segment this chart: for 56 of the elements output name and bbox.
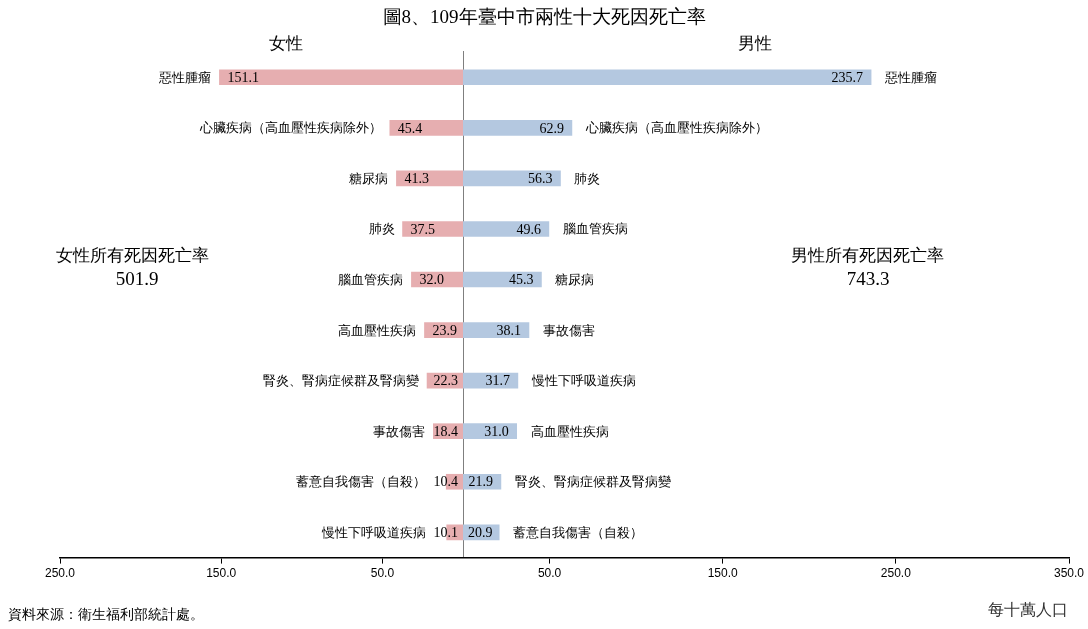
data-label: 37.5 [410, 221, 436, 237]
y-tick-label: 腎炎、腎病症候群及腎病變 [263, 373, 420, 389]
y-tick-label: 肺炎 [368, 221, 395, 237]
data-label: 45.3 [508, 272, 533, 288]
data-label: 56.3 [527, 171, 552, 187]
chart-subtitle: 女性 [269, 33, 304, 55]
x-tick-label: 150.0 [206, 566, 237, 581]
x-tick-label: 250.0 [44, 566, 76, 581]
y-tick-label: 腎炎、腎病症候群及腎病變 [514, 474, 671, 490]
data-label: 10.1 [433, 524, 458, 540]
y-tick-label: 事故傷害 [373, 423, 426, 439]
x-tick-label: 50.0 [537, 566, 562, 581]
x-tick-label: 350.0 [1053, 566, 1084, 581]
data-label: 22.3 [433, 373, 458, 389]
y-tick-label: 慢性下呼吸道疾病 [530, 373, 636, 389]
source-note: 資料來源：衛生福利部統計處。 [8, 606, 204, 624]
x-axis-title: 每十萬人口 [988, 600, 1068, 620]
y-tick-label: 肺炎 [573, 170, 600, 186]
data-label: 151.1 [227, 69, 259, 85]
annotation: 男性所有死因死亡率 [790, 245, 944, 267]
y-tick-label: 事故傷害 [542, 322, 595, 338]
chart-subtitle: 男性 [738, 33, 773, 55]
y-tick-label: 惡性腫瘤 [883, 69, 937, 85]
data-label: 32.0 [419, 272, 444, 288]
y-tick-label: 蓄意自我傷害（自殺） [295, 474, 426, 490]
y-tick-label: 蓄意自我傷害（自殺） [512, 524, 643, 540]
data-label: 10.4 [433, 474, 458, 490]
y-tick-label: 糖尿病 [349, 170, 389, 186]
y-tick-label: 高血壓性疾病 [338, 322, 417, 338]
y-tick-label: 心臟疾病（高血壓性疾病除外） [198, 120, 382, 136]
annotation: 女性所有死因死亡率 [55, 245, 209, 267]
y-tick-label: 糖尿病 [554, 271, 594, 287]
text: 圖8、109年臺中市兩性十大死因死亡率 [382, 5, 706, 29]
y-tick-label: 腦血管疾病 [562, 221, 628, 237]
y-tick-label: 惡性腫瘤 [158, 69, 212, 85]
data-label: 31.7 [484, 373, 510, 389]
y-tick-label: 高血壓性疾病 [530, 423, 609, 439]
data-label: 235.7 [831, 69, 863, 85]
data-label: 21.9 [467, 474, 493, 490]
data-label: 49.6 [515, 221, 541, 237]
x-tick-label: 50.0 [370, 566, 395, 581]
data-label: 41.3 [404, 171, 429, 187]
data-label: 62.9 [538, 120, 564, 136]
y-tick-label: 腦血管疾病 [338, 271, 404, 287]
data-label: 18.4 [433, 423, 458, 439]
y-tick-label: 心臟疾病（高血壓性疾病除外） [584, 120, 768, 136]
x-tick-label: 150.0 [707, 566, 738, 581]
data-label: 31.0 [483, 423, 509, 439]
data-label: 38.1 [495, 322, 521, 338]
data-label: 20.9 [467, 524, 492, 540]
data-label: 23.9 [432, 322, 457, 338]
data-label: 45.4 [397, 120, 423, 136]
y-tick-label: 慢性下呼吸道疾病 [320, 524, 426, 540]
annotation: 743.3 [846, 268, 890, 290]
x-tick-label: 250.0 [880, 566, 911, 581]
annotation: 501.9 [115, 268, 159, 290]
